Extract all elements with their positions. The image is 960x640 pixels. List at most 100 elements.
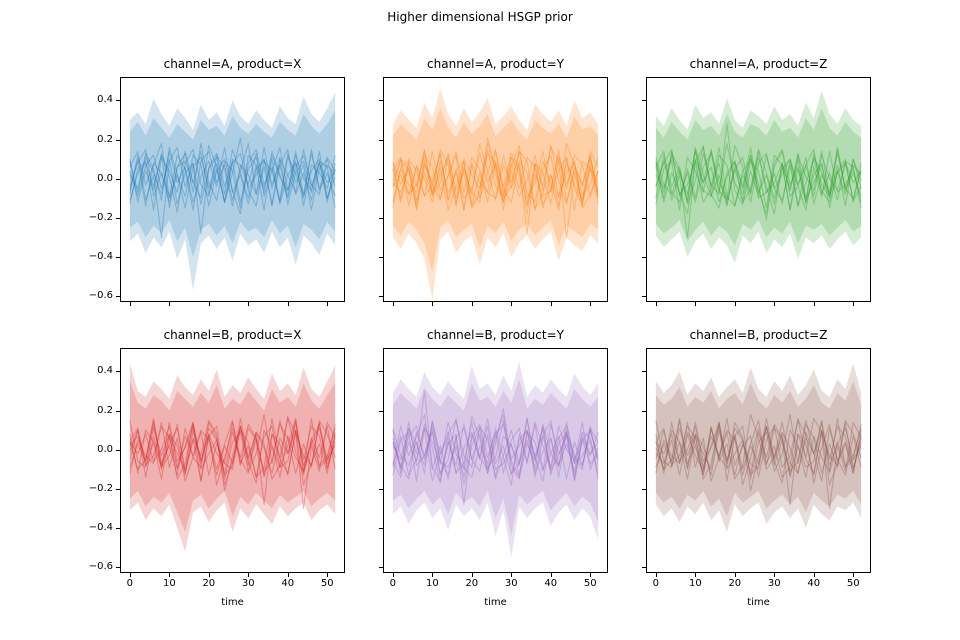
y-tick-mark (379, 296, 383, 298)
prior-sample-line (655, 144, 862, 211)
prior-sample-line (655, 123, 862, 207)
y-tick-label: −0.4 (88, 251, 113, 262)
plot-canvas (129, 92, 336, 291)
uncertainty-band (392, 379, 599, 536)
prior-sample-line (655, 148, 862, 211)
y-tick-mark (642, 449, 646, 451)
prior-sample-line (655, 417, 862, 486)
uncertainty-band (129, 110, 336, 257)
x-tick-mark (511, 573, 513, 577)
prior-sample-line (129, 146, 336, 213)
uncertainty-band (129, 381, 336, 532)
prior-sample-line (655, 417, 862, 492)
x-tick-mark (853, 302, 855, 306)
uncertainty-band (655, 381, 862, 517)
x-tick-mark (287, 302, 289, 306)
x-tick-mark (471, 573, 473, 577)
x-tick-mark (550, 302, 552, 306)
axes-plot-area (379, 77, 608, 306)
x-tick-label: 50 (846, 578, 860, 589)
y-tick-mark (116, 178, 120, 180)
x-tick-label: 40 (281, 578, 295, 589)
prior-sample-line (392, 148, 599, 211)
y-tick-mark (642, 178, 646, 180)
prior-sample-line (392, 408, 599, 482)
y-tick-label: 0.0 (97, 443, 113, 455)
prior-sample-line (392, 152, 599, 211)
prior-sample-line (655, 417, 862, 476)
x-tick-mark (327, 302, 329, 306)
uncertainty-band (392, 108, 599, 273)
subplot-channel-a-product-y: channel=A, product=Y (379, 57, 608, 306)
y-tick-mark (116, 371, 120, 373)
x-tick-label: 0 (389, 578, 397, 589)
subplot-title: channel=B, product=X (163, 328, 302, 342)
prior-sample-line (392, 417, 599, 484)
x-tick-label: 40 (544, 578, 558, 589)
x-tick-mark (248, 302, 250, 306)
x-tick-mark (392, 573, 394, 577)
y-tick-label: 0.0 (97, 172, 113, 184)
y-tick-mark (116, 449, 120, 451)
uncertainty-band (129, 363, 336, 552)
prior-sample-line (392, 419, 599, 482)
prior-sample-line (655, 417, 862, 484)
x-tick-mark (853, 573, 855, 577)
x-tick-label: 10 (425, 578, 439, 589)
prior-sample-line (129, 413, 336, 480)
plot-canvas (392, 88, 599, 301)
y-tick-mark (379, 178, 383, 180)
axes-plot-area: 0 10 20 30 40 50 (379, 348, 608, 589)
x-tick-mark (511, 302, 513, 306)
prior-sample-line (129, 417, 336, 509)
y-tick-label: −0.6 (88, 561, 113, 573)
y-tick-mark (642, 296, 646, 298)
prior-sample-line (655, 413, 862, 482)
x-tick-mark (590, 573, 592, 577)
x-tick-label: 10 (688, 578, 702, 589)
subplot-title: channel=A, product=X (163, 57, 302, 71)
prior-sample-line (129, 146, 336, 205)
prior-sample-line (392, 421, 599, 506)
prior-sample-line (129, 142, 336, 209)
prior-sample-line (392, 417, 599, 476)
y-tick-mark (642, 528, 646, 529)
uncertainty-band (392, 361, 599, 558)
prior-sample-line (655, 417, 862, 509)
x-tick-mark (248, 573, 250, 577)
x-tick-label: 30 (504, 578, 518, 589)
prior-sample-line (392, 142, 599, 211)
prior-sample-line (392, 144, 599, 211)
y-tick-mark (642, 217, 646, 219)
prior-sample-line (392, 415, 599, 482)
prior-sample-line (655, 146, 862, 215)
prior-sample-line (392, 150, 599, 235)
x-tick-mark (734, 302, 736, 306)
x-tick-label: 30 (767, 578, 781, 589)
prior-sample-line (129, 415, 336, 482)
x-tick-mark (169, 573, 171, 577)
x-tick-mark (327, 573, 329, 577)
prior-sample-line (392, 137, 599, 211)
prior-sample-line (655, 144, 862, 211)
y-tick-label: 0.2 (97, 404, 113, 416)
prior-sample-line (129, 419, 336, 482)
x-tick-label: 20 (728, 578, 742, 589)
x-tick-label: 20 (465, 578, 479, 589)
y-tick-mark (379, 449, 383, 451)
prior-sample-line (655, 146, 862, 205)
y-tick-label: −0.6 (88, 290, 113, 302)
x-tick-mark (129, 573, 131, 577)
prior-sample-line (655, 146, 862, 215)
uncertainty-band (655, 108, 862, 246)
x-tick-mark (392, 302, 394, 306)
prior-sample-line (655, 413, 862, 480)
prior-sample-line (655, 417, 862, 484)
prior-sample-line (129, 417, 336, 476)
y-tick-mark (379, 100, 383, 102)
x-tick-mark (655, 573, 657, 577)
x-tick-mark (432, 302, 434, 306)
prior-sample-line (655, 419, 862, 482)
x-tick-mark (774, 573, 776, 577)
subplot-title: channel=B, product=Z (689, 328, 828, 342)
